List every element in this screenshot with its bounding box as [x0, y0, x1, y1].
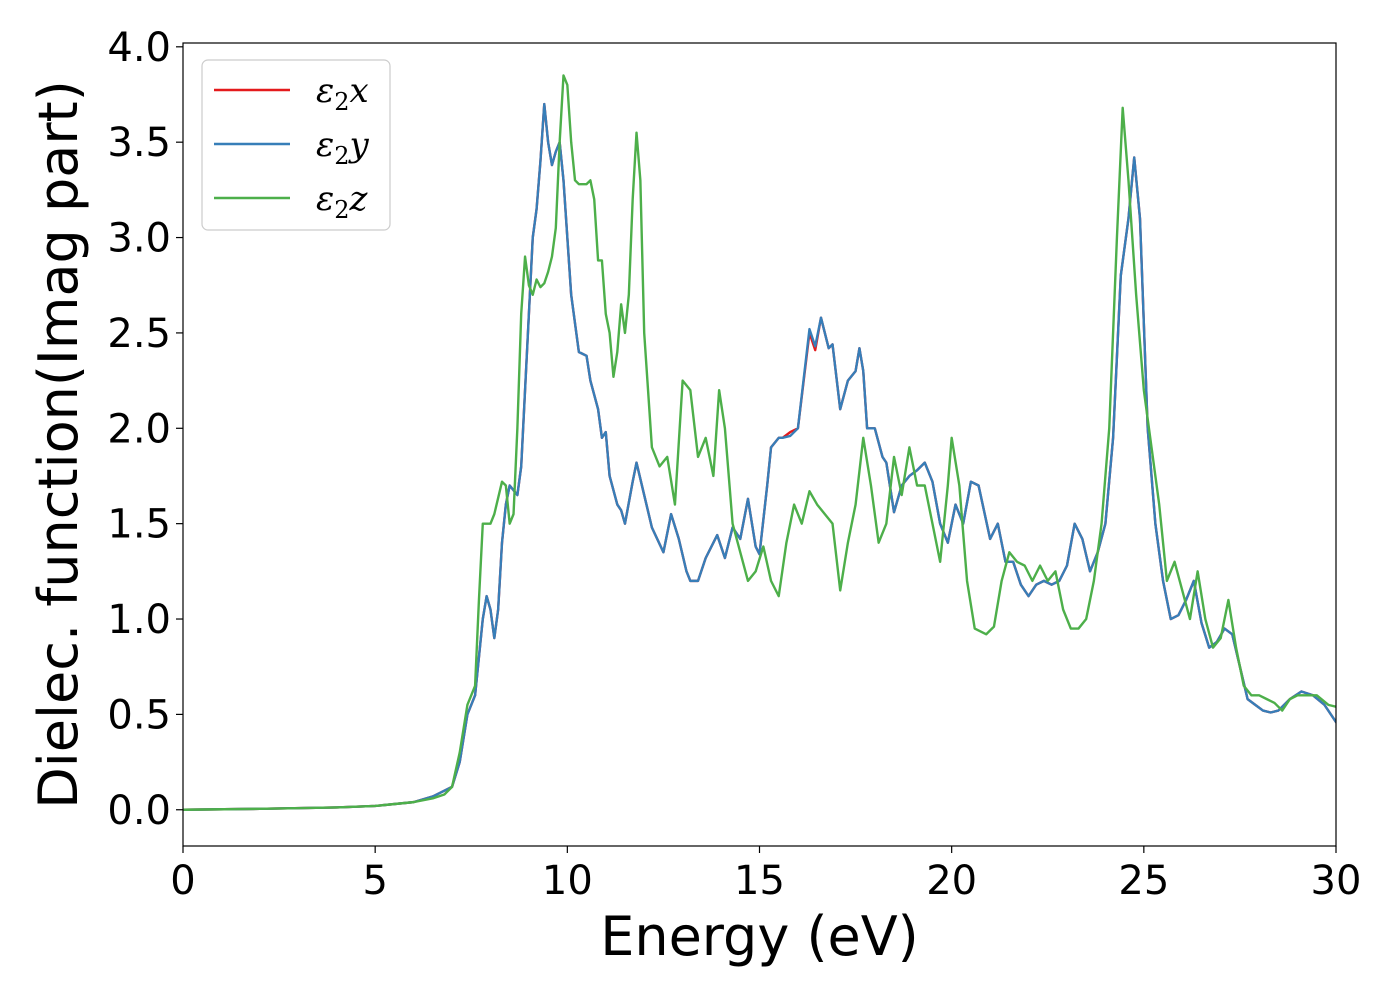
y-tick-label: 1.0	[107, 597, 171, 643]
y-tick-label: 2.0	[107, 406, 171, 452]
y-tick-label: 3.5	[107, 120, 171, 166]
x-axis-title: Energy (eV)	[600, 905, 919, 968]
legend-label-eps2x: ε2x	[316, 71, 369, 116]
legend: ε2x ε2y ε2z	[201, 59, 391, 231]
legend-box	[201, 59, 391, 231]
y-tick-label: 1.5	[107, 502, 171, 548]
y-tick-label: 0.5	[107, 692, 171, 738]
y-axis-title: Dielec. function(Imag part)	[27, 80, 90, 809]
legend-label-eps2z: ε2z	[316, 179, 369, 224]
y-axis-ticks: 0.0 0.5 1.0 1.5 2.0 2.5 3.0 3.5 4.0	[107, 25, 183, 834]
series-layer	[183, 74, 1336, 811]
x-tick-label: 15	[734, 858, 785, 904]
x-tick-label: 30	[1311, 858, 1362, 904]
legend-label-eps2y: ε2y	[316, 125, 370, 170]
x-tick-label: 0	[170, 858, 195, 904]
x-tick-label: 5	[362, 858, 387, 904]
y-tick-label: 4.0	[107, 25, 171, 71]
x-tick-label: 10	[542, 858, 593, 904]
y-tick-label: 0.0	[107, 788, 171, 834]
x-axis-ticks: 0 5 10 15 20 25 30	[170, 846, 1361, 904]
y-tick-label: 3.0	[107, 216, 171, 262]
series-line-eps2z	[183, 74, 1336, 811]
y-tick-label: 2.5	[107, 311, 171, 357]
series-line-eps2y	[183, 102, 1336, 811]
x-tick-label: 25	[1118, 858, 1169, 904]
x-tick-label: 20	[926, 858, 977, 904]
